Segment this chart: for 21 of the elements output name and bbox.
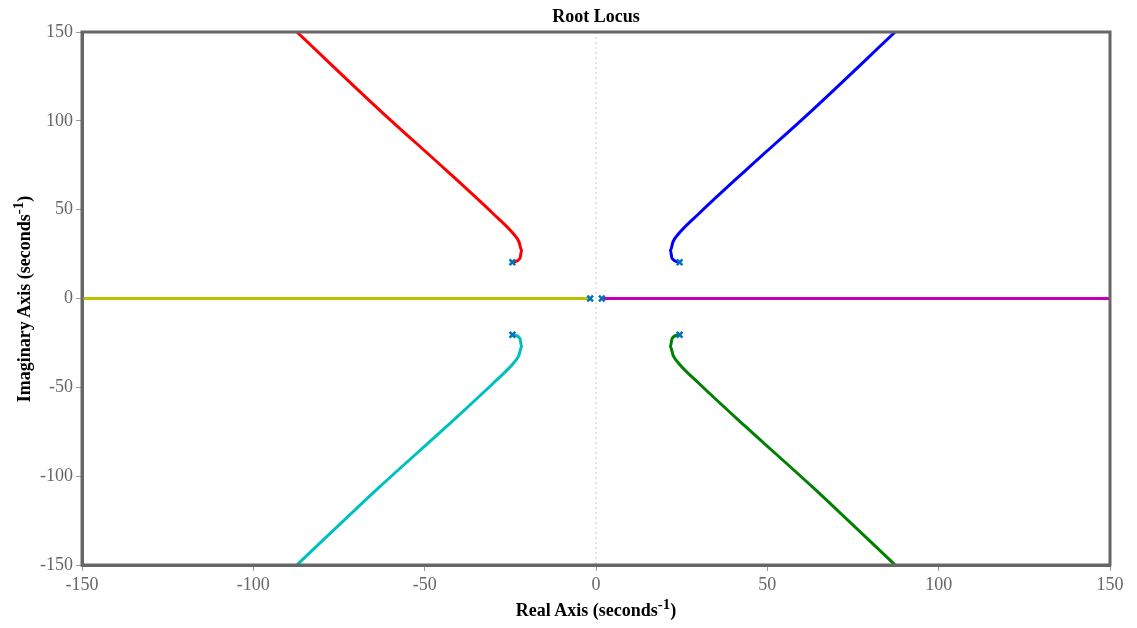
y-tick-label: -100	[40, 464, 73, 485]
line-series	[668, 333, 897, 565]
x-tick-label: 50	[758, 573, 777, 594]
x-tick-label: -100	[236, 573, 270, 594]
y-tick-label: -150	[40, 553, 73, 574]
y-tick-label: -50	[49, 376, 73, 397]
chart-title: Root Locus	[552, 6, 640, 27]
line-series	[668, 32, 897, 264]
point	[597, 294, 606, 303]
y-tick-label: 0	[64, 287, 73, 308]
y-tick-label: 150	[46, 20, 73, 41]
y-tick-label: 100	[46, 109, 73, 130]
x-tick-label: 150	[1096, 573, 1124, 594]
y-tick-label: 50	[55, 198, 73, 219]
point	[586, 294, 595, 303]
x-axis-title: Real Axis (seconds$^{-1}$)	[515, 596, 677, 621]
line-series	[295, 333, 524, 565]
x-tick-label: -50	[412, 573, 437, 594]
x-tick-label: 100	[925, 573, 953, 594]
line-series	[295, 32, 524, 264]
x-tick-label: 0	[591, 573, 601, 594]
